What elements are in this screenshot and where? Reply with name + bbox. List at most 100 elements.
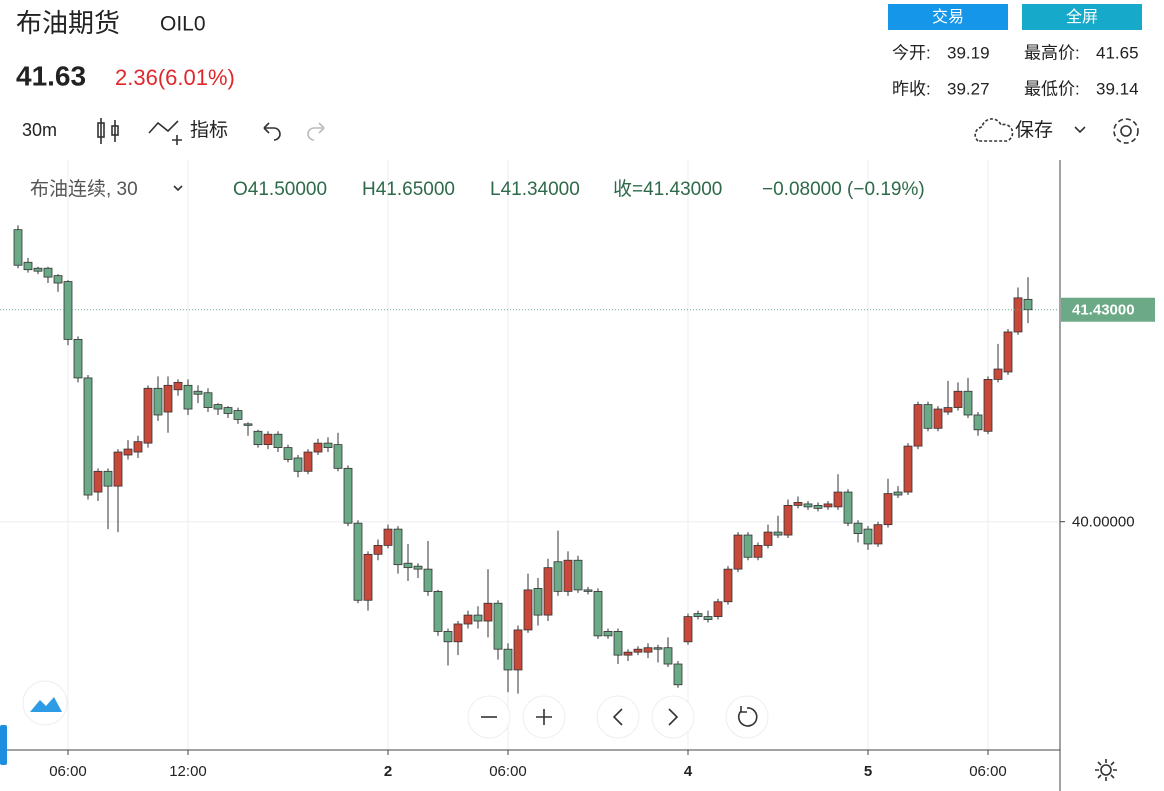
candle-body xyxy=(1023,298,1033,311)
candle-body xyxy=(733,534,743,570)
x-tick-label: 12:00 xyxy=(169,763,207,780)
fullscreen-button[interactable]: 全屏 xyxy=(1022,4,1142,30)
candle-body xyxy=(123,448,133,456)
candle-body xyxy=(793,502,803,506)
x-tick-label: 06:00 xyxy=(489,763,527,780)
candle-body xyxy=(303,451,313,472)
candle-body xyxy=(323,442,333,448)
title: 布油期货 xyxy=(16,8,120,38)
x-tick-label: 06:00 xyxy=(49,763,87,780)
button-label: 全屏 xyxy=(1066,8,1098,26)
stat-label: 最高价: xyxy=(1024,43,1080,62)
candle-body xyxy=(93,470,103,493)
candle-body xyxy=(143,387,153,444)
x-tick-label: 4 xyxy=(684,763,693,780)
candle-body xyxy=(403,562,413,569)
candle-body xyxy=(203,392,213,408)
candle-body xyxy=(73,338,83,379)
redo-icon[interactable] xyxy=(307,122,325,141)
button-bg xyxy=(1022,4,1142,30)
scroll-right[interactable] xyxy=(651,695,695,739)
legend-open: O41.50000 xyxy=(233,179,327,200)
candle-body xyxy=(613,631,623,656)
candle-body xyxy=(153,387,163,416)
candle-body xyxy=(743,534,753,558)
candle-body xyxy=(753,545,763,558)
candle-body xyxy=(513,629,523,671)
candle-body xyxy=(993,368,1003,380)
candle-body xyxy=(233,410,243,420)
candle-body xyxy=(493,602,503,650)
candle-body xyxy=(433,590,443,632)
candle-body xyxy=(163,384,173,413)
candle-body xyxy=(763,531,773,546)
stat-value: 41.65 xyxy=(1096,43,1139,62)
candle-body xyxy=(33,267,43,272)
settings-icon[interactable] xyxy=(1113,118,1139,144)
candle-body xyxy=(573,559,583,591)
candle-body xyxy=(293,457,303,472)
change: 2.36(6.01%) xyxy=(115,65,235,90)
candle-icon[interactable] xyxy=(97,118,119,144)
candle-body xyxy=(703,616,713,620)
candle-body xyxy=(593,590,603,637)
indicator-icon[interactable] xyxy=(148,120,179,134)
candle-body xyxy=(653,647,663,650)
trade-button[interactable]: 交易 xyxy=(888,4,1008,30)
indicators[interactable]: 指标 xyxy=(190,119,228,141)
candle-body xyxy=(883,493,893,526)
logo[interactable] xyxy=(22,680,68,726)
candle-body xyxy=(523,589,533,631)
candle-body xyxy=(313,442,323,453)
save-menu[interactable] xyxy=(1074,126,1086,134)
candle-body xyxy=(133,441,143,453)
candle-body xyxy=(13,229,23,266)
button-label: 交易 xyxy=(932,8,964,26)
candle-body xyxy=(193,390,203,395)
candle-body xyxy=(1013,297,1023,333)
cloud-icon xyxy=(974,118,1014,142)
legend-change: −0.08000 (−0.19%) xyxy=(762,179,925,200)
candle-body xyxy=(853,522,863,534)
candle-body xyxy=(53,275,63,284)
scroll-left[interactable] xyxy=(596,695,640,739)
candle-body xyxy=(823,503,833,508)
candle-body xyxy=(563,559,573,592)
candle-body xyxy=(873,524,883,545)
interval[interactable]: 30m xyxy=(22,120,57,140)
zoom-out[interactable] xyxy=(467,695,511,739)
legend-high: H41.65000 xyxy=(362,179,455,200)
candle-body xyxy=(843,491,853,524)
candle-body xyxy=(773,531,783,536)
candle-body xyxy=(223,407,233,414)
candle-body xyxy=(413,565,423,570)
candle-body xyxy=(503,648,513,671)
candle-body xyxy=(933,408,943,429)
candle-body xyxy=(483,602,493,622)
stat-value: 39.14 xyxy=(1096,79,1139,98)
candle-body xyxy=(673,663,683,686)
side-tab[interactable] xyxy=(0,725,7,765)
candle-body xyxy=(353,522,363,601)
candle-body xyxy=(83,377,93,496)
reset[interactable] xyxy=(725,695,769,739)
candle-body xyxy=(43,267,53,278)
candle-body xyxy=(103,470,113,487)
candle-body xyxy=(963,390,973,416)
candle-body xyxy=(803,503,813,508)
candle-body xyxy=(863,528,873,545)
save[interactable]: 保存 xyxy=(1015,119,1053,141)
stat-label: 今开: xyxy=(892,43,931,62)
zoom-in[interactable] xyxy=(522,695,566,739)
candle-body xyxy=(903,445,913,493)
candle-body xyxy=(473,614,483,622)
candle-body xyxy=(943,407,953,413)
candle-body xyxy=(913,404,923,447)
x-tick-label: 5 xyxy=(864,763,872,780)
undo-icon[interactable] xyxy=(263,122,281,141)
axis-settings[interactable] xyxy=(1095,759,1117,781)
legend-menu[interactable] xyxy=(173,185,183,192)
candle-body xyxy=(923,404,933,429)
candle-body xyxy=(953,390,963,408)
candle-body xyxy=(783,505,793,536)
